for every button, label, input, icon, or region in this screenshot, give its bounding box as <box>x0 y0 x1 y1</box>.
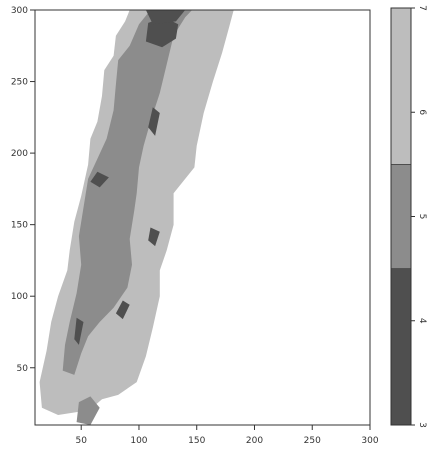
x-tick-label-0: 50 <box>75 436 87 446</box>
contour-region-3-4.5-1 <box>148 107 160 136</box>
x-tick-label-1: 100 <box>130 436 147 446</box>
contour-region-3-4.5-6 <box>145 10 186 25</box>
contour-regions <box>39 10 234 425</box>
colorbar-tick-label-3: 6 <box>417 109 427 115</box>
x-tick-label-5: 300 <box>361 436 378 446</box>
contour-region-3-4.5-5 <box>115 300 130 320</box>
colorbar-band-1 <box>390 164 412 269</box>
contour-region-4.5-5.5-1 <box>76 396 100 425</box>
x-tick-label-3: 200 <box>246 436 263 446</box>
y-tick-label-3: 200 <box>11 149 28 159</box>
colorbar-tick-label-0: 3 <box>417 422 427 428</box>
contour-region-3-4.5-2 <box>90 171 109 188</box>
contour-region-3-4.5-3 <box>148 227 160 247</box>
colorbar-tick-label-4: 7 <box>417 5 427 11</box>
contour-region-4.5-5.5-0 <box>62 10 193 375</box>
x-tick-label-2: 150 <box>188 436 205 446</box>
y-tick-label-0: 50 <box>17 364 29 374</box>
contour-region-3-4.5-0 <box>145 17 179 48</box>
colorbar-band-0 <box>390 268 412 426</box>
colorbar-tick-label-2: 5 <box>417 214 427 220</box>
colorbar-band-2 <box>390 7 412 165</box>
y-tick-label-1: 100 <box>11 292 28 302</box>
y-tick-label-4: 250 <box>11 78 28 88</box>
colorbar-tick-label-1: 4 <box>417 318 427 324</box>
y-tick-label-2: 150 <box>11 221 28 231</box>
y-tick-label-5: 300 <box>11 6 28 16</box>
contour-region-3-4.5-4 <box>74 317 84 345</box>
plot-frame <box>34 9 371 426</box>
x-tick-label-4: 250 <box>304 436 321 446</box>
